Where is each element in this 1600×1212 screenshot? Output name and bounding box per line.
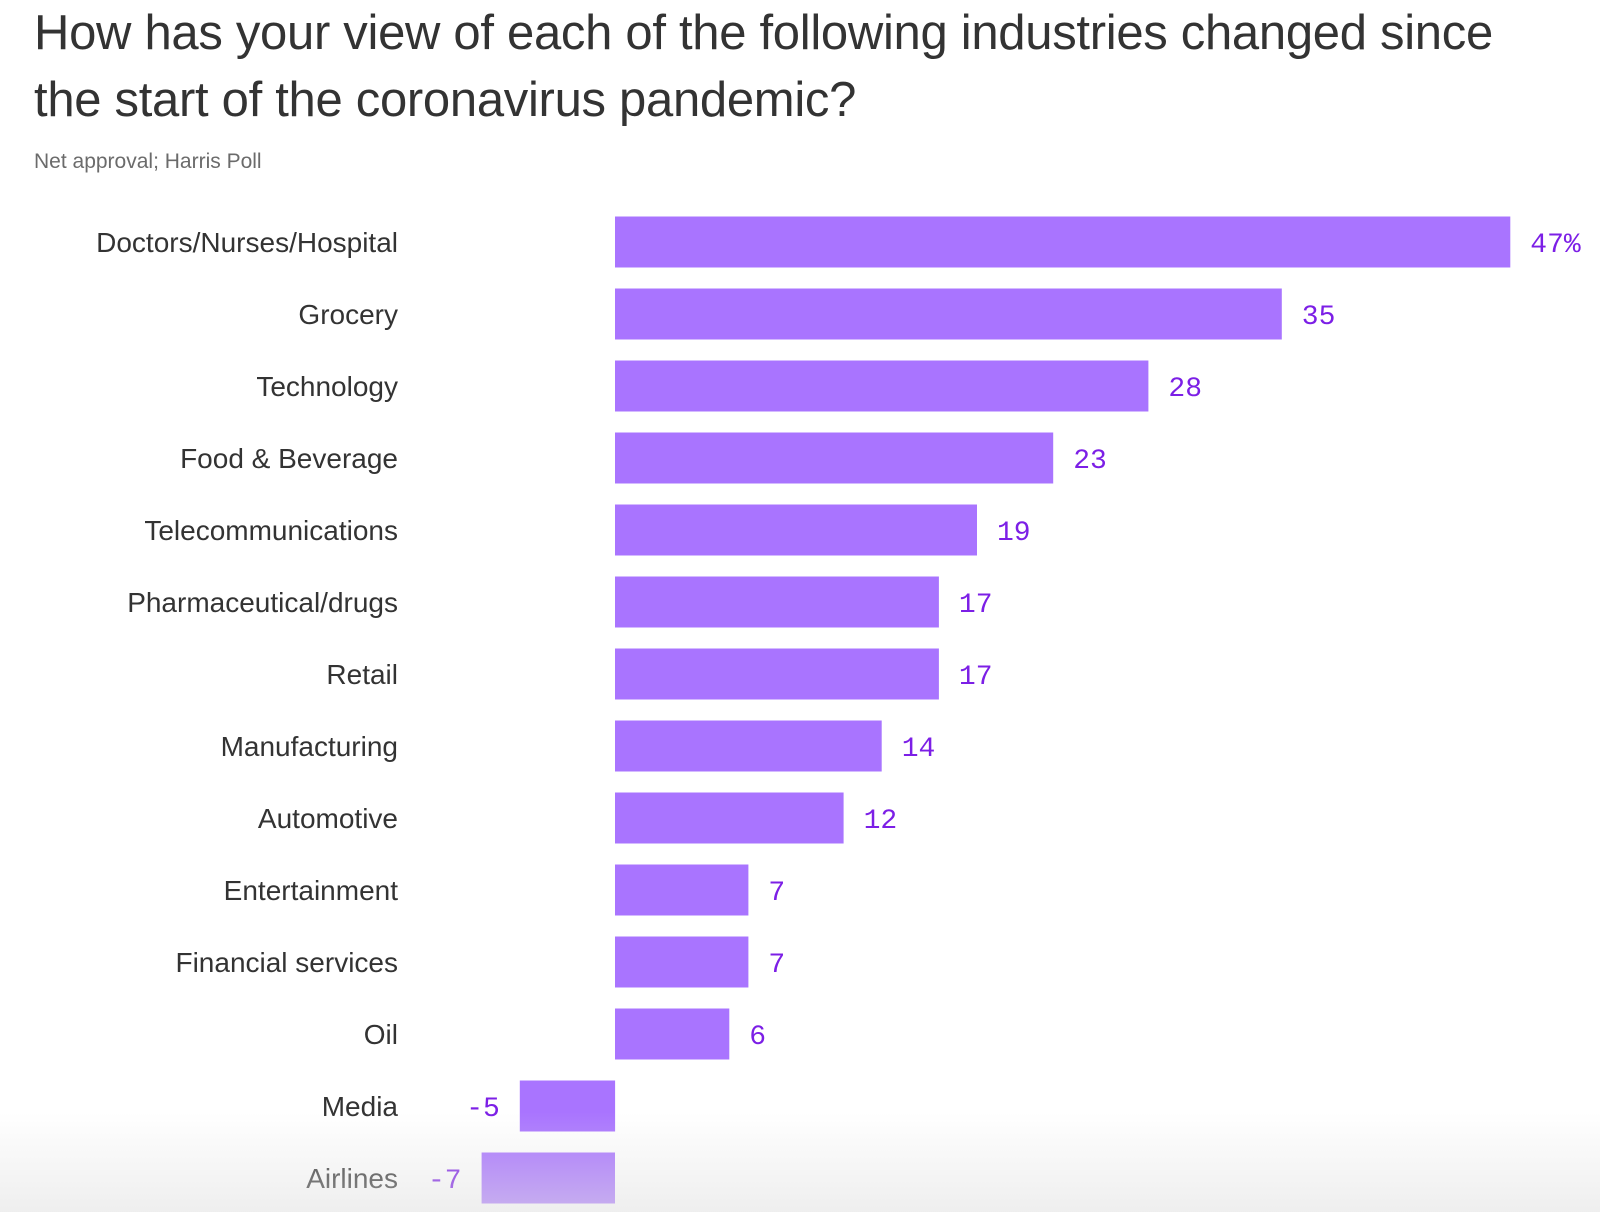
value-label: 12 xyxy=(864,806,898,837)
bar-airlines xyxy=(481,1152,615,1204)
value-label: 17 xyxy=(959,662,993,693)
value-label: 7 xyxy=(768,878,785,909)
value-label: 17 xyxy=(959,590,993,621)
value-label: 35 xyxy=(1302,302,1336,333)
chart-subtitle: Net approval; Harris Poll xyxy=(34,150,262,173)
bar-technology xyxy=(615,360,1149,412)
category-label: Automotive xyxy=(258,803,398,834)
category-label: Media xyxy=(322,1091,399,1122)
bar-doctors-nurses-hospital xyxy=(615,216,1511,268)
bar-media xyxy=(519,1080,616,1132)
value-label: 6 xyxy=(749,1022,766,1053)
bar-retail xyxy=(615,648,939,700)
bar-manufacturing xyxy=(615,720,882,772)
category-label: Telecommunications xyxy=(144,515,398,546)
category-label: Food & Beverage xyxy=(180,443,398,474)
bar-automotive xyxy=(615,792,844,844)
category-label: Airlines xyxy=(306,1163,398,1194)
bar-food-beverage xyxy=(615,432,1054,484)
category-label: Oil xyxy=(364,1019,398,1050)
bar-telecommunications xyxy=(615,504,977,556)
category-label: Financial services xyxy=(175,947,398,978)
bar-entertainment xyxy=(615,864,749,916)
category-label: Grocery xyxy=(298,299,398,330)
category-label: Doctors/Nurses/Hospital xyxy=(96,227,398,258)
bar-grocery xyxy=(615,288,1282,340)
value-label: 14 xyxy=(902,734,936,765)
category-label: Pharmaceutical/drugs xyxy=(127,587,398,618)
value-label: 23 xyxy=(1073,446,1107,477)
category-label: Entertainment xyxy=(224,875,399,906)
value-label: 19 xyxy=(997,518,1031,549)
category-label: Manufacturing xyxy=(221,731,398,762)
bar-pharmaceutical-drugs xyxy=(615,576,939,628)
value-label: -5 xyxy=(466,1094,500,1125)
bar-financial-services xyxy=(615,936,749,988)
category-label: Retail xyxy=(326,659,398,690)
value-label: 47% xyxy=(1530,230,1581,261)
category-label: Technology xyxy=(256,371,398,402)
value-label: 7 xyxy=(768,950,785,981)
bar-oil xyxy=(615,1008,730,1060)
value-label: 28 xyxy=(1168,374,1202,405)
chart-title: How has your view of each of the followi… xyxy=(34,6,1493,127)
value-label: -7 xyxy=(428,1166,462,1197)
